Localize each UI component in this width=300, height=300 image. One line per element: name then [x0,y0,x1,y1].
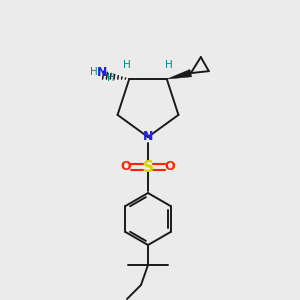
Text: H: H [107,73,115,83]
Text: H: H [123,60,131,70]
Text: H: H [165,60,173,70]
Text: O: O [165,160,175,173]
Text: O: O [121,160,131,173]
Text: N: N [143,130,153,143]
Polygon shape [167,69,192,79]
Text: N: N [97,66,107,79]
Text: S: S [142,160,154,175]
Text: H: H [90,67,98,77]
